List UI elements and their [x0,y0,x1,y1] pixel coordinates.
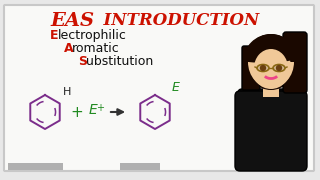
Ellipse shape [273,64,285,71]
FancyBboxPatch shape [4,5,314,171]
FancyBboxPatch shape [283,32,307,93]
Text: EAS: EAS [50,12,94,30]
Text: E: E [89,103,97,117]
Text: +: + [96,103,104,113]
Circle shape [260,66,266,71]
Text: ubstitution: ubstitution [86,55,153,68]
FancyBboxPatch shape [242,46,260,90]
Bar [8,163,63,170]
Text: +: + [71,105,84,120]
Ellipse shape [257,64,269,71]
Ellipse shape [245,34,297,90]
Text: S: S [78,55,87,68]
FancyBboxPatch shape [235,91,307,171]
Text: lectrophilic: lectrophilic [58,29,127,42]
Text: INTRODUCTION: INTRODUCTION [92,12,259,29]
Text: E: E [50,29,59,42]
Ellipse shape [251,45,291,89]
Text: romatic: romatic [72,42,120,55]
Wedge shape [243,34,299,62]
Bar [120,163,160,170]
Bar [263,83,279,97]
Text: A: A [64,42,74,55]
Ellipse shape [248,36,294,88]
Circle shape [276,66,282,71]
Ellipse shape [254,49,288,87]
Wedge shape [249,42,293,64]
Text: E: E [172,81,180,94]
FancyBboxPatch shape [238,89,304,169]
Text: H: H [63,87,71,97]
